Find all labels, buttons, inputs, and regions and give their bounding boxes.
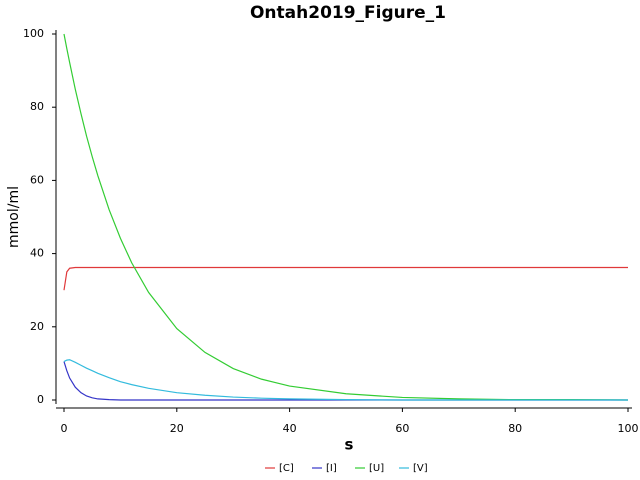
x-tick-label: 0	[61, 422, 68, 435]
x-tick-label: 40	[283, 422, 297, 435]
y-tick-label: 40	[30, 247, 44, 260]
y-axis-label: mmol/ml	[6, 186, 22, 248]
legend-label: [U]	[369, 463, 384, 474]
y-tick-label: 0	[37, 393, 44, 406]
x-tick-label: 60	[395, 422, 409, 435]
legend-label: [I]	[326, 463, 337, 474]
series-line	[63, 33, 629, 401]
x-axis-label: s	[345, 436, 354, 454]
y-tick-label: 80	[30, 100, 44, 113]
x-tick-label: 80	[508, 422, 522, 435]
legend-label: [C]	[279, 463, 294, 474]
y-tick-label: 100	[23, 27, 44, 40]
x-tick-label: 20	[170, 422, 184, 435]
series-line	[63, 359, 628, 401]
legend-label: [V]	[413, 463, 428, 474]
x-tick-label: 100	[618, 422, 639, 435]
series-line	[63, 266, 628, 291]
chart-title: Ontah2019_Figure_1	[250, 3, 446, 23]
y-tick-label: 20	[30, 320, 44, 333]
y-tick-label: 60	[30, 173, 44, 186]
